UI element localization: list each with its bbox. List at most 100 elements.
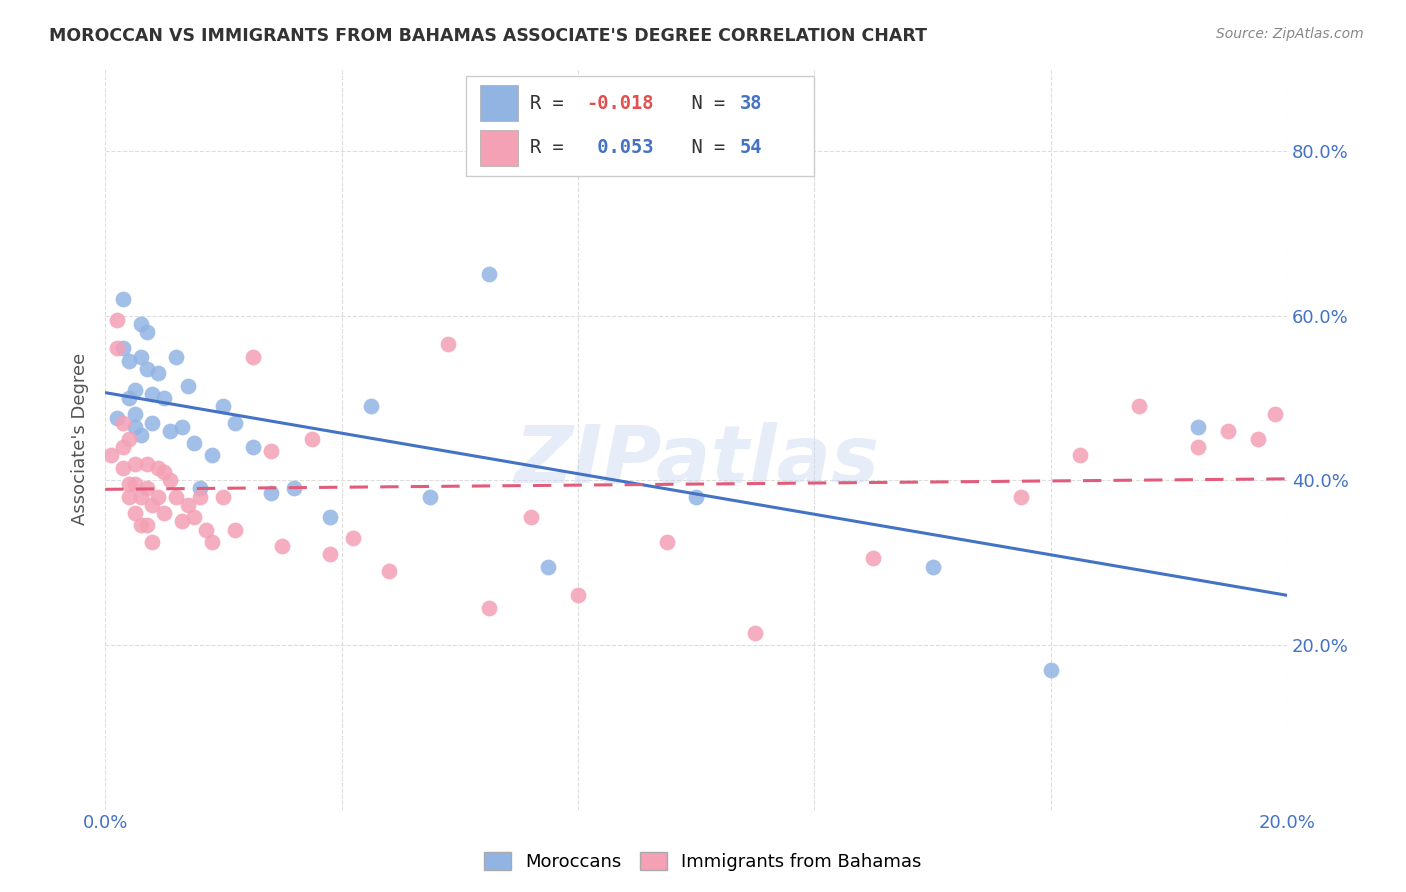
Point bbox=[183, 510, 205, 524]
Y-axis label: Associate's Degree: Associate's Degree bbox=[72, 353, 89, 525]
Point bbox=[135, 518, 157, 533]
Point bbox=[111, 416, 134, 430]
Point bbox=[419, 490, 441, 504]
Point bbox=[170, 514, 193, 528]
Point bbox=[129, 428, 152, 442]
Point bbox=[124, 506, 146, 520]
Legend: Moroccans, Immigrants from Bahamas: Moroccans, Immigrants from Bahamas bbox=[477, 845, 929, 879]
Point bbox=[129, 490, 152, 504]
Point bbox=[744, 625, 766, 640]
Point bbox=[1216, 424, 1239, 438]
Point bbox=[212, 490, 235, 504]
Point bbox=[111, 342, 134, 356]
Point bbox=[135, 457, 157, 471]
Point bbox=[1010, 490, 1032, 504]
Point bbox=[194, 523, 217, 537]
Point bbox=[360, 399, 382, 413]
Point bbox=[135, 482, 157, 496]
Text: N =: N = bbox=[669, 138, 737, 158]
Point bbox=[105, 312, 128, 326]
Point bbox=[124, 419, 146, 434]
Point bbox=[118, 477, 141, 491]
Point bbox=[148, 460, 170, 475]
Point bbox=[1128, 399, 1150, 413]
Point bbox=[342, 531, 364, 545]
FancyBboxPatch shape bbox=[465, 76, 814, 176]
Point bbox=[519, 510, 541, 524]
Text: 38: 38 bbox=[740, 95, 762, 113]
Point bbox=[567, 589, 589, 603]
Text: -0.018: -0.018 bbox=[586, 95, 654, 113]
Point bbox=[148, 490, 170, 504]
Point bbox=[271, 539, 294, 553]
Point bbox=[862, 551, 884, 566]
Point bbox=[242, 350, 264, 364]
Point bbox=[159, 473, 181, 487]
Point bbox=[111, 440, 134, 454]
Point bbox=[118, 391, 141, 405]
Text: 54: 54 bbox=[740, 138, 762, 158]
Point bbox=[319, 510, 342, 524]
Point bbox=[118, 432, 141, 446]
Point bbox=[141, 386, 163, 401]
Bar bbox=[479, 86, 517, 121]
Text: N =: N = bbox=[669, 95, 737, 113]
Point bbox=[655, 535, 678, 549]
Point bbox=[177, 378, 200, 392]
Text: Source: ZipAtlas.com: Source: ZipAtlas.com bbox=[1216, 27, 1364, 41]
Point bbox=[129, 518, 152, 533]
Point bbox=[118, 490, 141, 504]
Point bbox=[148, 366, 170, 380]
Point bbox=[1246, 432, 1268, 446]
Point bbox=[224, 416, 246, 430]
Point bbox=[437, 337, 460, 351]
Point bbox=[1187, 440, 1209, 454]
Point bbox=[685, 490, 707, 504]
Point bbox=[129, 350, 152, 364]
Point bbox=[260, 444, 283, 458]
Point bbox=[135, 362, 157, 376]
Point bbox=[124, 383, 146, 397]
Point bbox=[159, 424, 181, 438]
Point bbox=[177, 498, 200, 512]
Point bbox=[124, 477, 146, 491]
Text: MOROCCAN VS IMMIGRANTS FROM BAHAMAS ASSOCIATE'S DEGREE CORRELATION CHART: MOROCCAN VS IMMIGRANTS FROM BAHAMAS ASSO… bbox=[49, 27, 927, 45]
Point bbox=[1039, 663, 1062, 677]
Point bbox=[153, 506, 176, 520]
Point bbox=[921, 559, 943, 574]
Point bbox=[141, 498, 163, 512]
Point bbox=[153, 391, 176, 405]
Point bbox=[170, 419, 193, 434]
Point bbox=[200, 535, 222, 549]
Point bbox=[242, 440, 264, 454]
Point bbox=[188, 482, 211, 496]
Point bbox=[1187, 419, 1209, 434]
Bar bbox=[479, 130, 517, 166]
Point bbox=[212, 399, 235, 413]
Point bbox=[319, 547, 342, 561]
Text: ZIPatlas: ZIPatlas bbox=[513, 422, 879, 500]
Point bbox=[124, 457, 146, 471]
Point bbox=[124, 407, 146, 421]
Point bbox=[478, 268, 501, 282]
Point bbox=[105, 342, 128, 356]
Point bbox=[1069, 449, 1091, 463]
Point bbox=[105, 411, 128, 425]
Point bbox=[260, 485, 283, 500]
Point bbox=[1264, 407, 1286, 421]
Point bbox=[378, 564, 401, 578]
Text: R =: R = bbox=[530, 138, 575, 158]
Point bbox=[135, 325, 157, 339]
Point bbox=[153, 465, 176, 479]
Point bbox=[301, 432, 323, 446]
Point bbox=[478, 600, 501, 615]
Point bbox=[183, 436, 205, 450]
Point bbox=[283, 482, 305, 496]
Point bbox=[537, 559, 560, 574]
Point bbox=[141, 416, 163, 430]
Point bbox=[111, 292, 134, 306]
Point bbox=[118, 353, 141, 368]
Point bbox=[111, 460, 134, 475]
Point bbox=[188, 490, 211, 504]
Point bbox=[165, 350, 187, 364]
